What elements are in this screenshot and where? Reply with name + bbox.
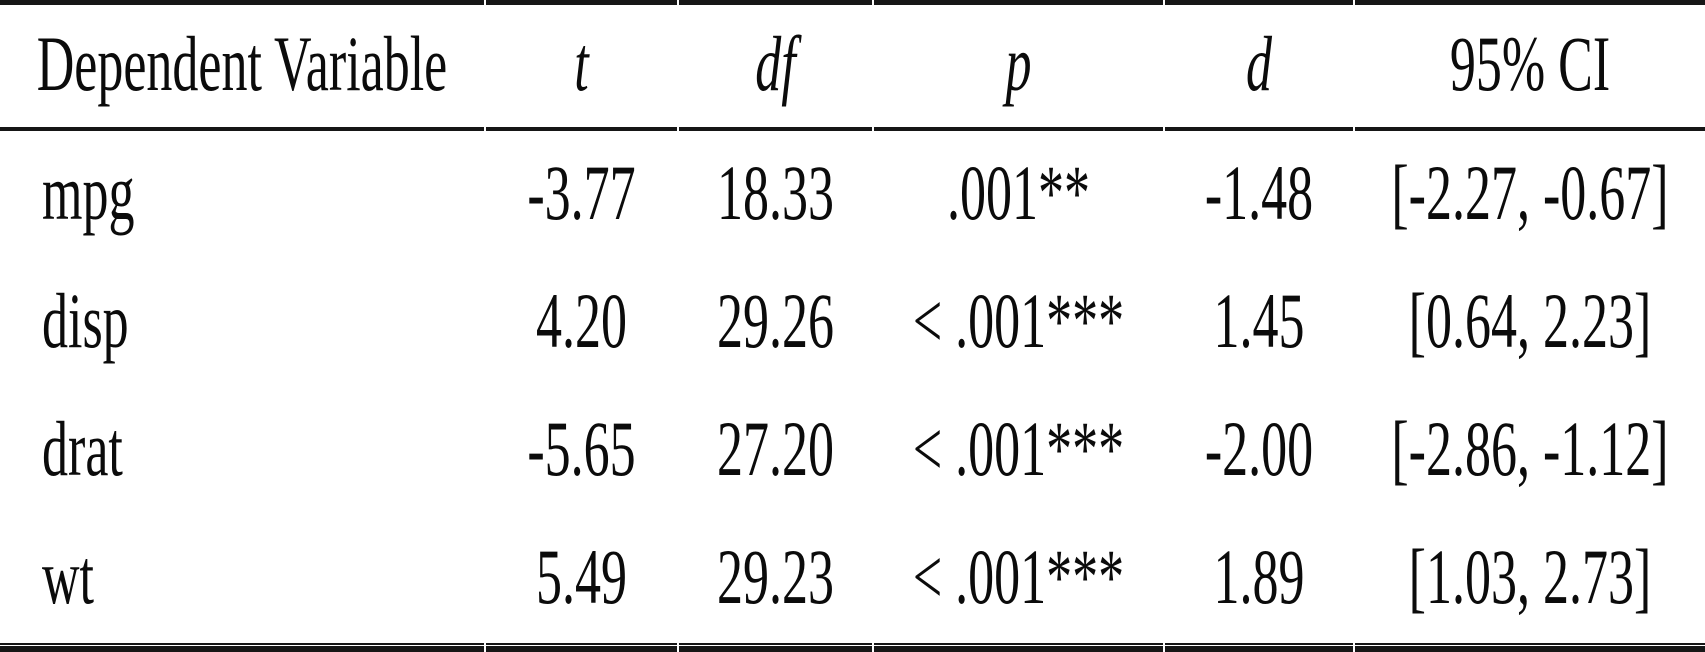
cell-df: 29.23: [679, 515, 872, 643]
cell-ci: [0.64, 2.23]: [1355, 259, 1705, 387]
header-95ci: 95% CI: [1355, 0, 1705, 131]
header-t-label: t: [574, 22, 589, 108]
cell-t-value: -5.65: [527, 407, 636, 493]
cell-ci-value: [1.03, 2.73]: [1408, 535, 1652, 621]
table-row-mpg: mpg -3.77 18.33 .001** -1.48 [-2.27, -0.…: [0, 131, 1705, 259]
cell-d-value: -2.00: [1204, 407, 1314, 493]
row-label: drat: [0, 387, 484, 515]
table-header-row: Dependent Variable t df p d 95% CI: [0, 0, 1705, 131]
cell-p-value: .001**: [947, 151, 1090, 237]
bottom-double-rule: [0, 643, 1705, 652]
header-df-label: df: [755, 22, 796, 108]
bottom-rule-segment: [486, 643, 677, 652]
bottom-rule-segment: [1355, 643, 1705, 652]
cell-d-value: 1.45: [1213, 279, 1305, 365]
row-label: wt: [0, 515, 484, 643]
cell-d: -2.00: [1165, 387, 1353, 515]
cell-df-value: 18.33: [717, 151, 834, 237]
cell-p-value: < .001***: [912, 407, 1125, 493]
cell-df: 18.33: [679, 131, 872, 259]
cell-t: 5.49: [486, 515, 677, 643]
row-label-text: wt: [42, 535, 94, 621]
cell-t: -5.65: [486, 387, 677, 515]
cell-p-value: < .001***: [912, 535, 1125, 621]
cell-df-value: 29.23: [717, 535, 834, 621]
cell-t-value: 5.49: [536, 535, 627, 621]
table-row-drat: drat -5.65 27.20 < .001*** -2.00 [-2.86,…: [0, 387, 1705, 515]
row-label-text: disp: [42, 279, 129, 365]
row-label: mpg: [0, 131, 484, 259]
table-row-disp: disp 4.20 29.26 < .001*** 1.45 [0.64, 2.…: [0, 259, 1705, 387]
cell-p: < .001***: [874, 515, 1163, 643]
cell-ci: [-2.86, -1.12]: [1355, 387, 1705, 515]
cell-p: < .001***: [874, 387, 1163, 515]
cell-df: 27.20: [679, 387, 872, 515]
bottom-rule-segment: [679, 643, 872, 652]
cell-t-value: -3.77: [527, 151, 636, 237]
cell-ci-value: [0.64, 2.23]: [1408, 279, 1652, 365]
cell-df-value: 29.26: [717, 279, 834, 365]
header-p: p: [874, 0, 1163, 131]
bottom-rule-segment: [874, 643, 1163, 652]
cell-d-value: -1.48: [1204, 151, 1314, 237]
cell-t-value: 4.20: [536, 279, 627, 365]
row-label-text: mpg: [42, 151, 135, 237]
cell-df: 29.26: [679, 259, 872, 387]
cell-d-value: 1.89: [1213, 535, 1305, 621]
table-row-wt: wt 5.49 29.23 < .001*** 1.89 [1.03, 2.73…: [0, 515, 1705, 643]
cell-p-value: < .001***: [912, 279, 1125, 365]
header-d-label: d: [1246, 22, 1272, 108]
header-dependent-variable: Dependent Variable: [0, 0, 484, 131]
header-p-label: p: [1005, 22, 1032, 108]
cell-d: -1.48: [1165, 131, 1353, 259]
row-label-text: drat: [42, 407, 123, 493]
cell-df-value: 27.20: [717, 407, 834, 493]
bottom-rule-segment: [0, 643, 484, 652]
cell-p: < .001***: [874, 259, 1163, 387]
cell-ci-value: [-2.86, -1.12]: [1391, 407, 1669, 493]
header-t: t: [486, 0, 677, 131]
cell-ci: [-2.27, -0.67]: [1355, 131, 1705, 259]
header-df: df: [679, 0, 872, 131]
bottom-rule-segment: [1165, 643, 1353, 652]
cell-t: -3.77: [486, 131, 677, 259]
header-d: d: [1165, 0, 1353, 131]
cell-p: .001**: [874, 131, 1163, 259]
cell-ci-value: [-2.27, -0.67]: [1391, 151, 1669, 237]
header-95ci-label: 95% CI: [1449, 22, 1611, 108]
cell-d: 1.45: [1165, 259, 1353, 387]
cell-ci: [1.03, 2.73]: [1355, 515, 1705, 643]
cell-t: 4.20: [486, 259, 677, 387]
row-label: disp: [0, 259, 484, 387]
header-dependent-variable-label: Dependent Variable: [36, 22, 448, 108]
cell-d: 1.89: [1165, 515, 1353, 643]
